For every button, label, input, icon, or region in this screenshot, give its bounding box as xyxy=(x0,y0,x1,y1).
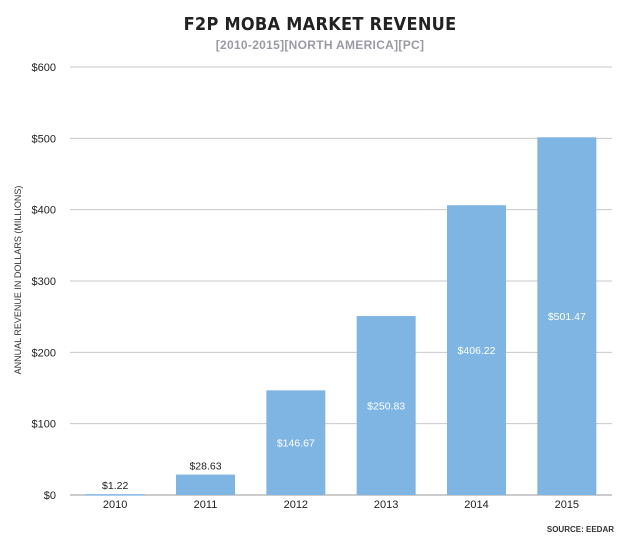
bar-value-label: $501.47 xyxy=(548,311,586,323)
y-tick-label: $600 xyxy=(32,62,56,74)
x-tick-label: 2010 xyxy=(103,499,127,511)
bar xyxy=(447,205,506,495)
bar-value-label: $250.83 xyxy=(367,401,405,413)
y-tick-label: $400 xyxy=(32,205,56,217)
bar-value-label: $28.63 xyxy=(189,461,221,473)
chart-subtitle: [2010-2015][NORTH AMERICA][PC] xyxy=(215,38,425,52)
bar xyxy=(85,494,145,496)
bar-value-label: $146.67 xyxy=(277,438,315,450)
y-tick-label: $100 xyxy=(32,419,56,431)
bar-value-label: $406.22 xyxy=(458,345,496,357)
x-tick-label: 2014 xyxy=(464,499,488,511)
x-tick-label: 2012 xyxy=(284,499,308,511)
bar xyxy=(176,474,235,495)
bar xyxy=(266,390,326,495)
y-tick-label: $200 xyxy=(32,347,56,359)
x-tick-label: 2011 xyxy=(194,499,218,511)
y-tick-label: $300 xyxy=(32,276,56,288)
x-tick-label: 2015 xyxy=(555,499,579,511)
bar-value-label: $1.22 xyxy=(102,480,128,492)
chart-title: F2P MOBA MARKET REVENUE xyxy=(183,14,457,35)
source-note: SOURCE: EEDAR xyxy=(546,525,614,534)
x-tick-label: 2013 xyxy=(374,499,398,511)
y-tick-label: $500 xyxy=(32,133,56,145)
y-tick-label: $0 xyxy=(44,490,56,502)
bar xyxy=(356,316,416,495)
bar xyxy=(537,137,597,495)
